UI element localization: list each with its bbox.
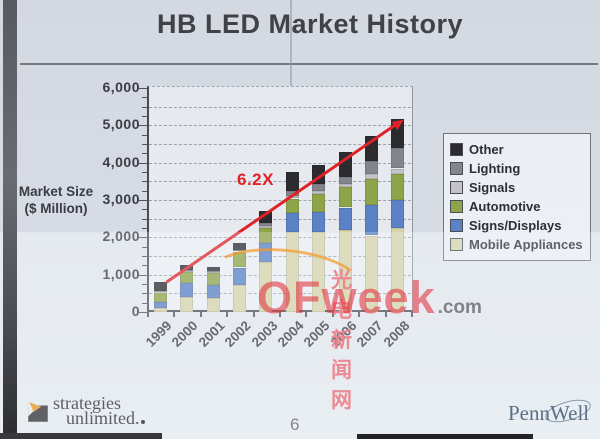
y-tick-label-6-000: 6,000	[102, 79, 140, 95]
legend-label-signals: Signals	[469, 180, 516, 195]
photo-bottom-edge-left	[0, 433, 162, 439]
trademark-dot-icon	[140, 420, 145, 424]
x-tick	[147, 312, 149, 317]
x-tick-label-2000: 2000	[169, 318, 201, 350]
y-tick-label-5-000: 5,000	[102, 116, 140, 133]
strategies-line1: strategies	[53, 393, 121, 413]
x-tick-label-2006: 2006	[327, 318, 360, 350]
projector-screen-seam	[290, 0, 292, 86]
x-tick	[305, 312, 308, 317]
slide-title: HB LED Market History	[156, 9, 464, 39]
y-axis-title-line2: ($ Million)	[24, 201, 88, 216]
legend-item-signals: Signals	[450, 179, 584, 196]
x-tick-label-2002: 2002	[221, 318, 254, 350]
legend-item-mobile-appliances: Mobile Appliances	[450, 236, 584, 253]
legend-label-lighting: Lighting	[469, 161, 521, 176]
x-tick	[358, 312, 361, 317]
y-major-tick	[139, 200, 147, 201]
strategies-line2: unlimited.	[66, 408, 145, 428]
watermark-suffix: .com	[437, 297, 482, 318]
y-tick-label-1-000: 1,000	[102, 265, 140, 282]
x-tick	[384, 312, 387, 317]
strategies-wordmark: strategies unlimited.	[53, 393, 145, 428]
x-tick	[331, 312, 334, 317]
legend-item-signs-displays: Signs/Displays	[450, 217, 584, 234]
legend-label-automotive: Automotive	[469, 199, 541, 214]
growth-annotation: 6.2X	[237, 170, 274, 189]
x-tick	[199, 312, 202, 317]
legend-item-automotive: Automotive	[450, 198, 584, 215]
x-tick-label-2007: 2007	[353, 318, 386, 350]
pennwell-logo: PennWell	[508, 399, 591, 426]
legend-swatch-signals	[450, 181, 463, 194]
y-tick-label-0: 0	[131, 303, 140, 319]
y-major-tick	[139, 312, 147, 313]
strategies-unlimited-logo: strategies unlimited.	[25, 393, 145, 428]
x-tick	[226, 312, 229, 317]
photo-bottom-edge-right	[357, 434, 533, 439]
y-major-tick	[139, 125, 147, 127]
x-tick-label-2004: 2004	[274, 318, 307, 350]
legend-box: Other Lighting Signals Automotive Signs/Disp…	[443, 133, 591, 261]
x-tick	[252, 312, 255, 317]
strategies-diamond-icon	[28, 402, 48, 422]
x-tick-label-2003: 2003	[248, 318, 281, 350]
legend-label-signs-displays: Signs/Displays	[469, 218, 562, 233]
x-tick-label-1999: 1999	[142, 318, 175, 350]
x-tick-label-2001: 2001	[195, 318, 228, 350]
x-tick	[411, 312, 413, 317]
legend-label-other: Other	[469, 142, 504, 157]
legend-item-other: Other	[450, 141, 584, 158]
x-tick-label-2005: 2005	[301, 318, 333, 350]
plot-area	[147, 86, 413, 312]
legend-swatch-signs-displays	[450, 219, 463, 232]
y-tick-label-2-000: 2,000	[102, 228, 140, 245]
legend-item-lighting: Lighting	[450, 160, 584, 177]
title-underline	[20, 63, 598, 65]
y-major-tick	[139, 162, 147, 164]
legend-swatch-lighting	[450, 162, 463, 175]
strategies-line2-text: unlimited.	[66, 408, 140, 428]
y-major-tick	[139, 274, 147, 276]
y-axis-title: Market Size ($ Million)	[6, 183, 106, 217]
legend-swatch-other	[450, 143, 463, 156]
pennwell-swirl-icon	[545, 399, 591, 423]
x-tick-label-2008: 2008	[380, 318, 413, 350]
y-major-tick	[139, 88, 147, 89]
pennwell-wordmark: PennWell	[508, 401, 590, 425]
x-tick	[173, 312, 176, 317]
x-tick	[279, 312, 281, 317]
y-tick-label-4-000: 4,000	[102, 153, 140, 170]
legend-label-mobile-appliances: Mobile Appliances	[469, 237, 583, 252]
legend-swatch-mobile-appliances	[450, 238, 463, 251]
photo-left-edge	[3, 0, 17, 439]
y-axis-title-line1: Market Size	[18, 184, 94, 199]
y-major-tick	[139, 237, 147, 239]
page-number: 6	[290, 415, 300, 434]
legend-swatch-automotive	[450, 200, 463, 213]
